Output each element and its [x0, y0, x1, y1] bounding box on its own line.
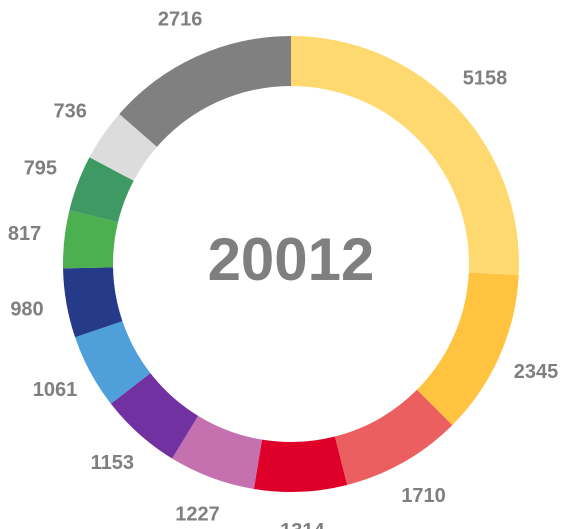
data-label: 795	[24, 157, 57, 179]
donut-segment	[69, 157, 134, 223]
data-label: 1227	[175, 503, 220, 525]
donut-segment	[334, 389, 453, 485]
center-total: 20012	[208, 226, 375, 293]
donut-segment	[89, 113, 157, 181]
data-label: 2345	[514, 361, 559, 383]
data-label: 736	[54, 100, 87, 122]
donut-segment	[253, 436, 348, 492]
donut-segment	[119, 36, 291, 147]
donut-segment	[172, 415, 263, 489]
donut-segment	[110, 373, 199, 459]
data-label: 1153	[91, 452, 134, 474]
donut-segment	[291, 36, 519, 276]
donut-segment	[416, 272, 519, 426]
donut-segment	[75, 321, 151, 404]
donut-segment	[62, 210, 118, 269]
data-label: 980	[10, 298, 43, 320]
data-label: 1314	[280, 520, 325, 529]
data-label: 5158	[463, 67, 508, 89]
donut-segment	[63, 267, 123, 338]
data-label: 1061	[33, 379, 78, 401]
data-label: 2716	[158, 8, 203, 30]
data-label: 1710	[401, 485, 446, 507]
data-label: 817	[8, 223, 41, 245]
